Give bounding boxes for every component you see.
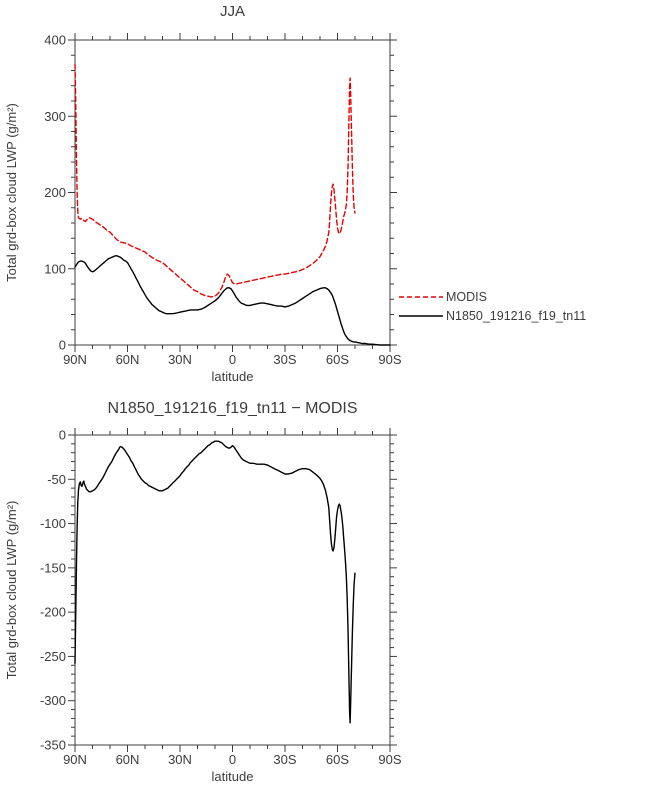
x-axis-label: latitude (212, 369, 254, 384)
y-tick-label: -100 (40, 516, 66, 531)
y-tick-label: 0 (59, 428, 66, 443)
plot-frame (74, 39, 391, 346)
y-tick-label: 300 (44, 109, 66, 124)
legend-label: MODIS (446, 290, 487, 304)
x-tick-label: 60S (326, 352, 349, 367)
y-axis-label: Total grd-box cloud LWP (g/m²) (4, 103, 19, 282)
y-tick-label: -350 (40, 738, 66, 753)
chart-diff: 90N 60N 30N 0 30S 60S 90S 0 -50 -100 -150 -200 -250 -… (4, 400, 402, 784)
y-tick-label: 0 (59, 338, 66, 353)
chart-jja: 90N 60N 30N 0 30S 60S 90S 0 100 200 300 400 JJA latit… (4, 3, 586, 384)
x-axis-label: latitude (212, 769, 254, 784)
chart-title: N1850_191216_f19_tn11 − MODIS (107, 400, 357, 417)
x-tick-label: 90S (378, 352, 401, 367)
x-tick-label: 90N (63, 752, 87, 767)
y-tick-label: -50 (47, 472, 66, 487)
x-tick-label: 30N (168, 352, 192, 367)
y-tick-label: 400 (44, 33, 66, 48)
x-tick-label: 90S (378, 752, 401, 767)
plot-frame (74, 434, 391, 746)
y-tick-label: -150 (40, 560, 66, 575)
x-tick-label: 30S (273, 352, 296, 367)
series-line (74, 63, 356, 298)
x-tick-label: 30N (168, 752, 192, 767)
x-tick-label: 0 (229, 752, 236, 767)
legend-label: N1850_191216_f19_tn11 (446, 309, 586, 323)
y-tick-label: 200 (44, 185, 66, 200)
x-tick-label: 90N (63, 352, 87, 367)
x-tick-label: 60S (326, 752, 349, 767)
y-tick-label: -300 (40, 693, 66, 708)
x-tick-label: 0 (229, 352, 236, 367)
chart-title: JJA (220, 3, 245, 20)
y-tick-label: -200 (40, 605, 66, 620)
x-tick-label: 60N (116, 752, 140, 767)
x-tick-label: 30S (273, 752, 296, 767)
x-tick-label: 60N (116, 352, 140, 367)
series-line (74, 440, 356, 724)
y-tick-label: -250 (40, 649, 66, 664)
series-line (74, 255, 391, 346)
y-tick-label: 100 (44, 261, 66, 276)
y-axis-label: Total grd-box cloud LWP (g/m²) (4, 501, 19, 680)
